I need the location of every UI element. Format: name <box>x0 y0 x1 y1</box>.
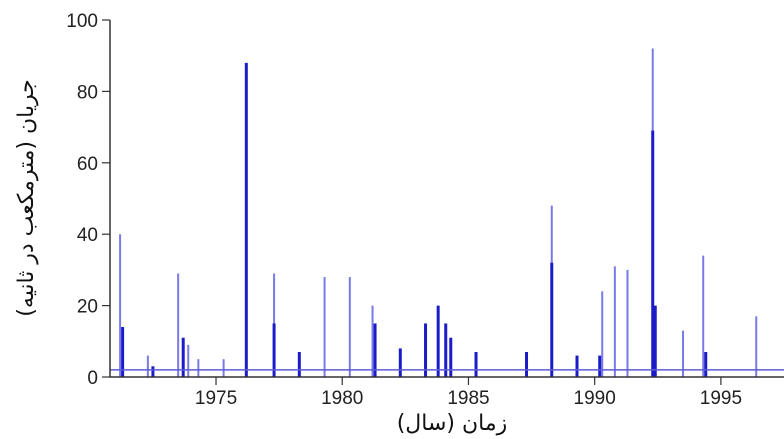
x-tick-label: 1985 <box>447 388 489 409</box>
x-tick-label: 1975 <box>195 388 237 409</box>
y-tick-label: 40 <box>77 225 98 246</box>
y-tick-label: 0 <box>87 368 98 389</box>
dark-bar-series <box>121 62 708 377</box>
y-tick-label: 100 <box>66 11 98 32</box>
y-tick-label: 20 <box>77 297 98 318</box>
y-axis-title: جریان (مترمکعب در ثانیه) <box>14 79 39 316</box>
x-axis-ticks: 1975 1980 1985 1990 1995 <box>195 377 742 409</box>
x-axis-title: زمان (سال) <box>397 411 508 436</box>
y-tick-label: 60 <box>77 154 98 175</box>
x-tick-label: 1995 <box>700 388 742 409</box>
y-axis-ticks: 0 20 40 60 80 100 <box>66 11 110 389</box>
y-tick-label: 80 <box>77 82 98 103</box>
x-tick-label: 1980 <box>321 388 363 409</box>
x-tick-label: 1990 <box>574 388 616 409</box>
